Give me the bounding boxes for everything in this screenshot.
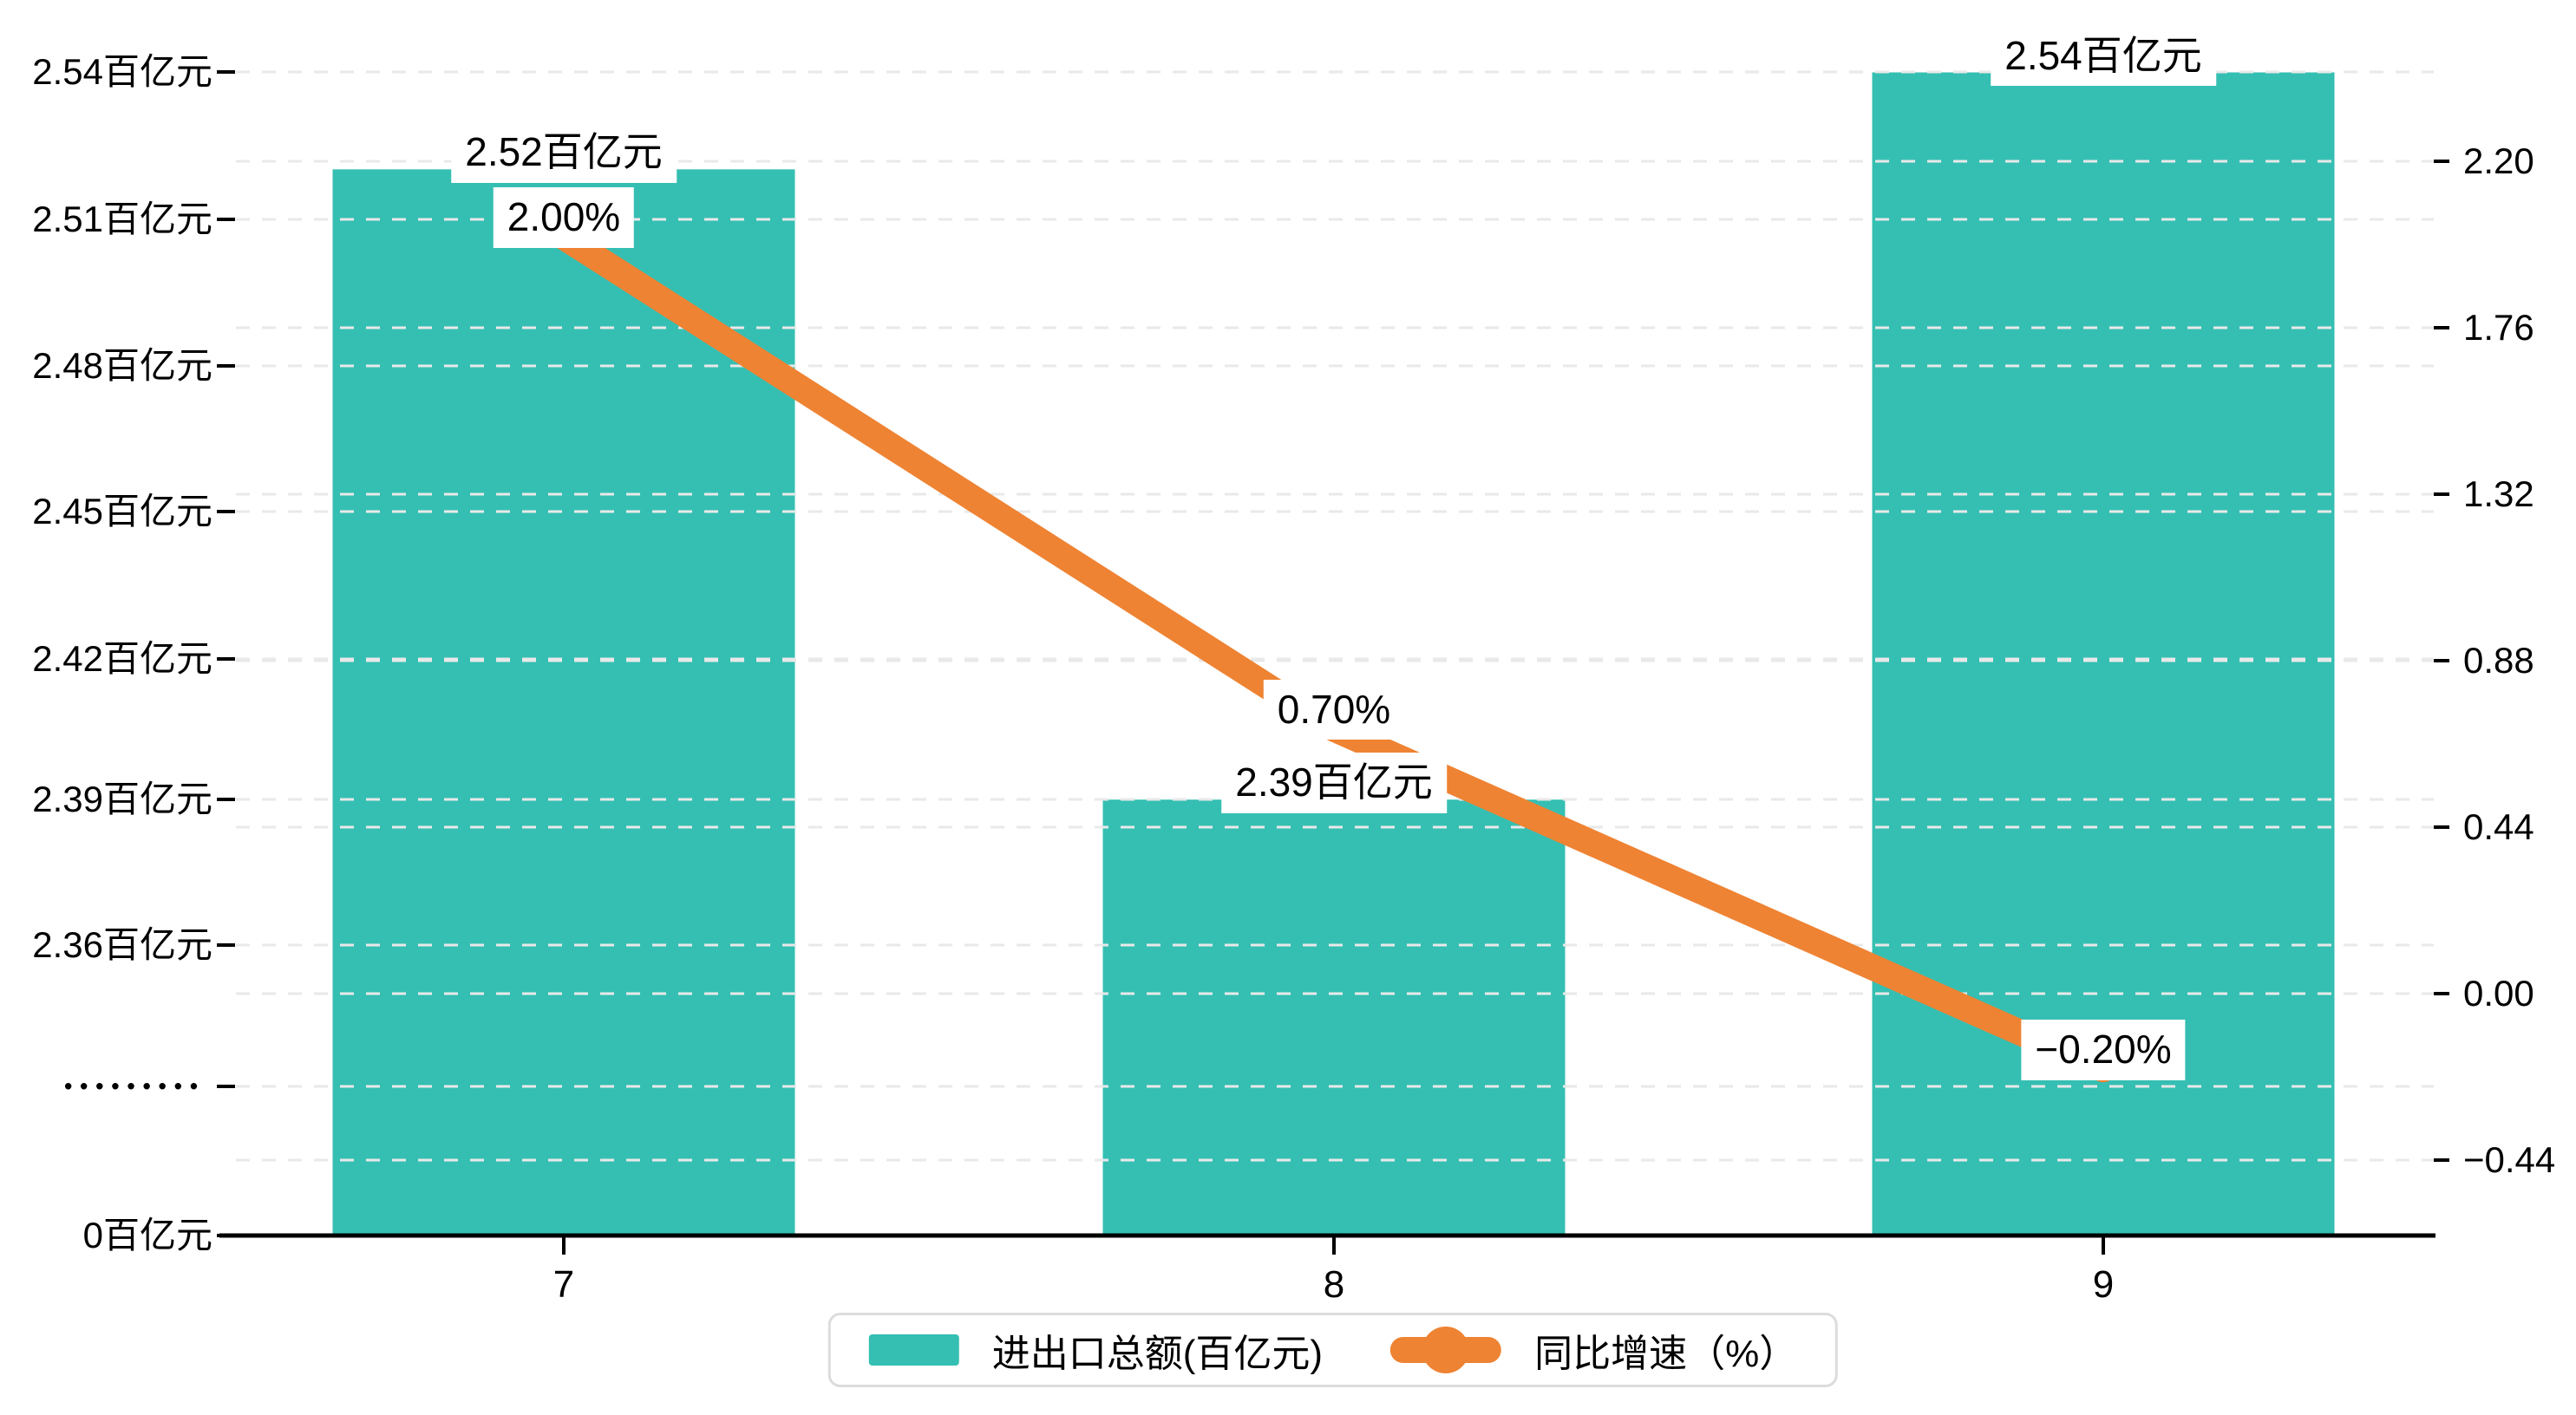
left-axis-label: 2.51百亿元 — [32, 198, 212, 239]
line-series-marker-icon — [1390, 1327, 1502, 1373]
right-axis-label: 1.32 — [2463, 473, 2534, 514]
right-axis-label: 0.88 — [2463, 639, 2534, 681]
left-axis-label: 2.48百亿元 — [32, 344, 212, 386]
bar-series-swatch-icon — [868, 1334, 959, 1366]
bar-value-label-9: 2.54百亿元 — [1991, 25, 2216, 86]
right-axis-label: 0.00 — [2463, 972, 2534, 1014]
bar-value-label-7: 2.52百亿元 — [451, 122, 677, 183]
left-axis-label: 2.54百亿元 — [32, 50, 212, 92]
growth-rate-label-8: 0.70% — [1263, 679, 1405, 740]
x-axis-label-8: 8 — [1323, 1263, 1345, 1306]
x-axis-label-9: 9 — [2092, 1263, 2115, 1306]
legend-item-bar-series[interactable]: 进出口总额(百亿元) — [868, 1322, 1324, 1378]
left-axis-label: 2.42百亿元 — [32, 637, 212, 679]
right-axis-label: 2.20 — [2463, 140, 2534, 181]
legend-item-line-series[interactable]: 同比增速（%） — [1390, 1322, 1797, 1378]
bar-8 — [1102, 799, 1566, 1234]
legend-label-bar-series: 进出口总额(百亿元) — [991, 1333, 1324, 1375]
right-axis-label: 0.44 — [2463, 805, 2534, 847]
right-axis-label: 1.76 — [2463, 306, 2534, 348]
left-axis-label: 0百亿元 — [82, 1214, 212, 1255]
x-axis-label-7: 7 — [552, 1263, 575, 1306]
left-axis-label: 2.36百亿元 — [32, 923, 212, 965]
left-axis-label: 2.45百亿元 — [32, 490, 212, 531]
legend-label-line-series: 同比增速（%） — [1534, 1333, 1798, 1375]
growth-rate-label-9: −0.20% — [2021, 1020, 2186, 1080]
legend: 进出口总额(百亿元) 同比增速（%） — [827, 1313, 1839, 1387]
left-axis-label: 2.39百亿元 — [32, 778, 212, 819]
left-axis-break-label: ••••••••• — [64, 1073, 206, 1099]
bar-value-label-8: 2.39百亿元 — [1221, 753, 1447, 813]
right-axis-label: −0.44 — [2463, 1138, 2556, 1180]
growth-rate-label-7: 2.00% — [493, 187, 635, 248]
